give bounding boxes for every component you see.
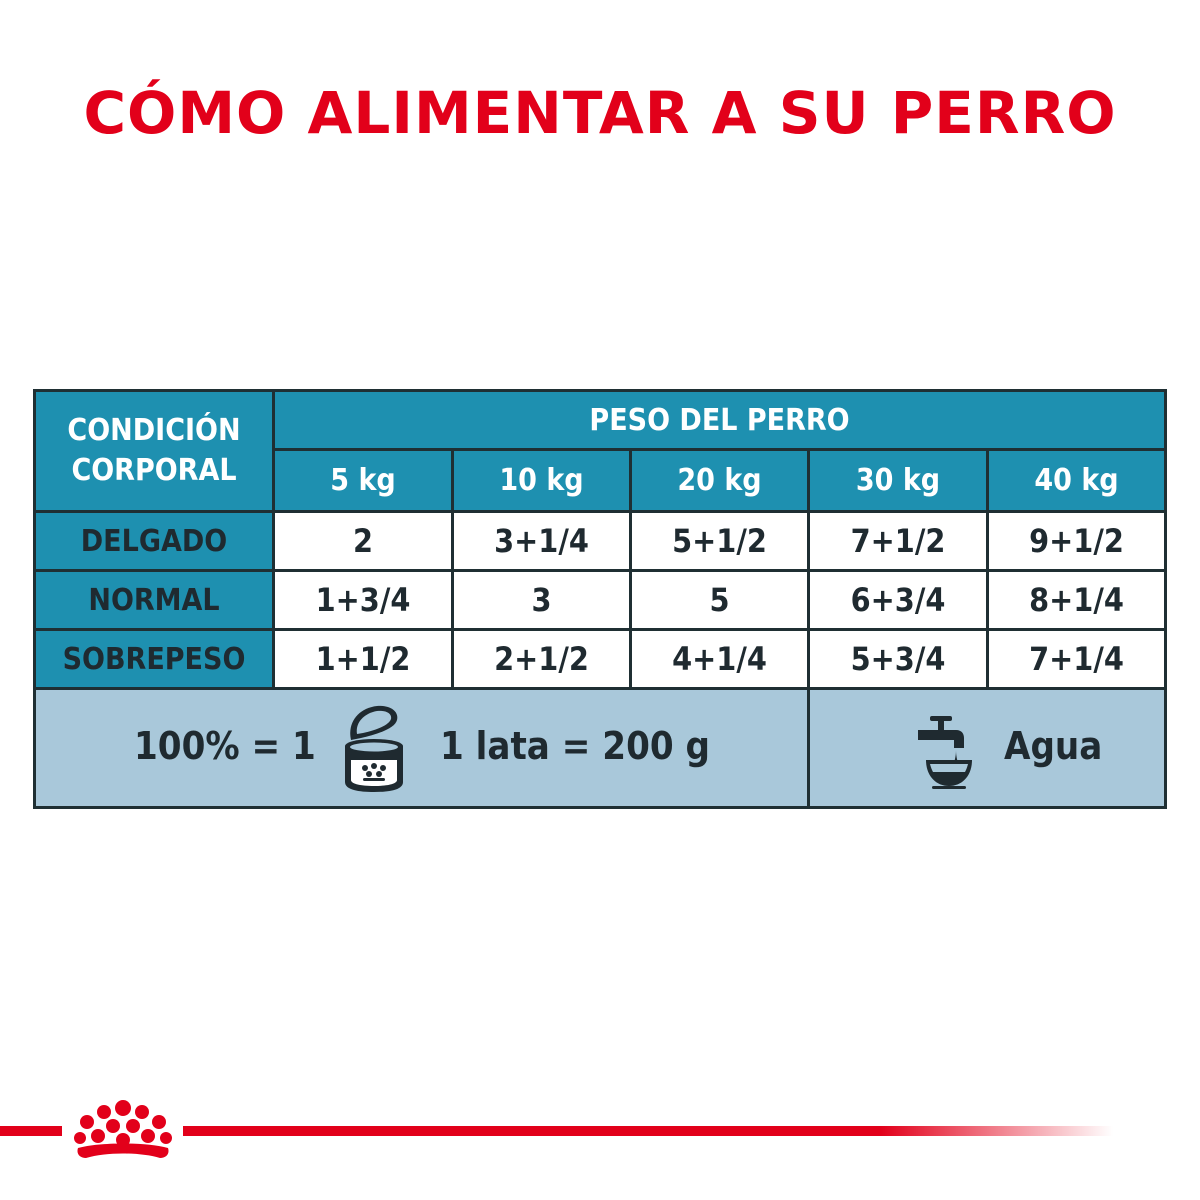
brand-bar-right [183, 1126, 1113, 1136]
table-cell: 5+1/2 [632, 513, 807, 569]
table-cell: 2 [275, 513, 451, 569]
weight-col-header: 10 kg [454, 451, 629, 510]
row-label-sobrepeso: SOBREPESO [36, 631, 272, 687]
water-label: Agua [1004, 724, 1103, 768]
table-cell: 5 [632, 572, 807, 628]
table-cell: 5+3/4 [810, 631, 986, 687]
table-cell: 7+1/4 [989, 631, 1164, 687]
row-label-delgado: DELGADO [36, 513, 272, 569]
table-cell: 3 [454, 572, 629, 628]
feeding-table: CONDICIÓN CORPORAL PESO DEL PERRO 5 kg 1… [33, 389, 1167, 809]
weight-header: PESO DEL PERRO [275, 392, 1164, 448]
table-cell: 3+1/4 [454, 513, 629, 569]
table-cell: 7+1/2 [810, 513, 986, 569]
can-ratio-panel: 100% = 1 1 lata = 200 g [36, 690, 807, 806]
water-tap-bowl-icon [916, 714, 976, 790]
weight-col-header: 40 kg [989, 451, 1164, 510]
ratio-text: 100% = 1 [134, 724, 316, 768]
condition-header-line2: CORPORAL [71, 453, 237, 488]
table-cell: 4+1/4 [632, 631, 807, 687]
weight-col-header: 30 kg [810, 451, 986, 510]
table-cell: 1+1/2 [275, 631, 451, 687]
royal-canin-crown-logo [70, 1098, 176, 1160]
food-can-icon [339, 702, 409, 794]
table-cell: 8+1/4 [989, 572, 1164, 628]
table-cell: 1+3/4 [275, 572, 451, 628]
condition-header: CONDICIÓN CORPORAL [36, 392, 272, 510]
brand-bar-left [0, 1126, 62, 1136]
page-title: CÓMO ALIMENTAR A SU PERRO [83, 79, 1117, 147]
table-cell: 6+3/4 [810, 572, 986, 628]
table-cell: 9+1/2 [989, 513, 1164, 569]
table-cell: 2+1/2 [454, 631, 629, 687]
can-weight-text: 1 lata = 200 g [440, 724, 711, 768]
water-panel: Agua [810, 690, 1164, 806]
condition-header-line1: CONDICIÓN [67, 413, 241, 448]
row-label-normal: NORMAL [36, 572, 272, 628]
weight-col-header: 20 kg [632, 451, 807, 510]
weight-col-header: 5 kg [275, 451, 451, 510]
